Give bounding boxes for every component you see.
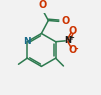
Text: O: O	[61, 16, 70, 26]
Text: +: +	[68, 35, 74, 41]
Text: N: N	[64, 36, 71, 45]
Text: O: O	[69, 26, 77, 36]
Text: O: O	[69, 45, 77, 55]
Text: -: -	[75, 45, 78, 54]
Text: N: N	[23, 37, 31, 46]
Text: O: O	[38, 0, 46, 10]
